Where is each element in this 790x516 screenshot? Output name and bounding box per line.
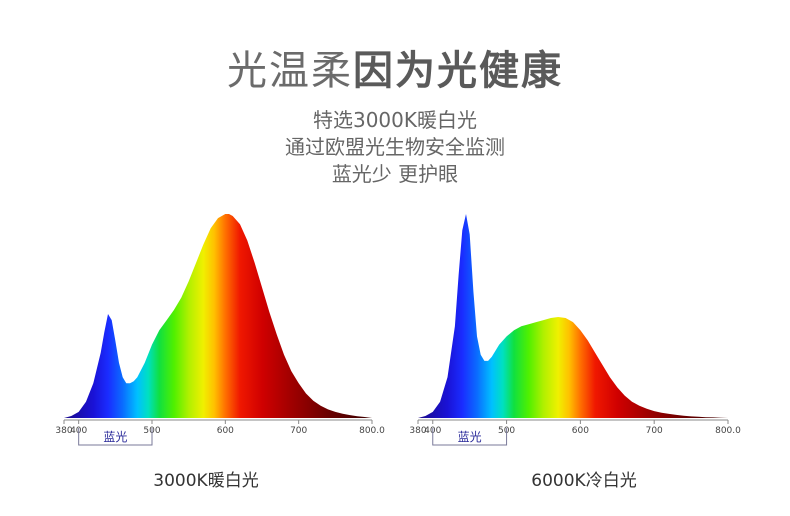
x-tick-label: 800.0	[359, 426, 385, 436]
caption-3000k: 3000K暖白光	[153, 471, 259, 491]
caption-6000k: 6000K冷白光	[531, 471, 637, 491]
x-tick-label: 380	[409, 426, 426, 436]
headline: 光温柔因为光健康	[0, 38, 790, 96]
blue-light-bracket	[78, 428, 153, 446]
subtitle-line-1: 特选3000K暖白光	[312, 108, 477, 132]
x-tick-label: 380	[55, 426, 72, 436]
blue-light-label: 蓝光	[458, 430, 482, 444]
subtitle-line-3: 蓝光少 更护眼	[331, 162, 459, 186]
x-tick-label: 600	[217, 426, 234, 436]
spectrum-area	[64, 214, 372, 418]
subtitle-line-2: 通过欧盟光生物安全监测	[285, 135, 505, 159]
spectrum-area	[418, 214, 728, 418]
x-tick-label: 700	[646, 426, 663, 436]
x-tick-label: 600	[572, 426, 589, 436]
x-tick-label: 800.0	[715, 426, 741, 436]
x-tick-label: 700	[290, 426, 307, 436]
blue-light-label: 蓝光	[103, 430, 127, 444]
blue-light-bracket	[432, 428, 508, 446]
headline-bold: 因为光健康	[353, 48, 563, 94]
headline-light: 光温柔	[227, 48, 353, 94]
